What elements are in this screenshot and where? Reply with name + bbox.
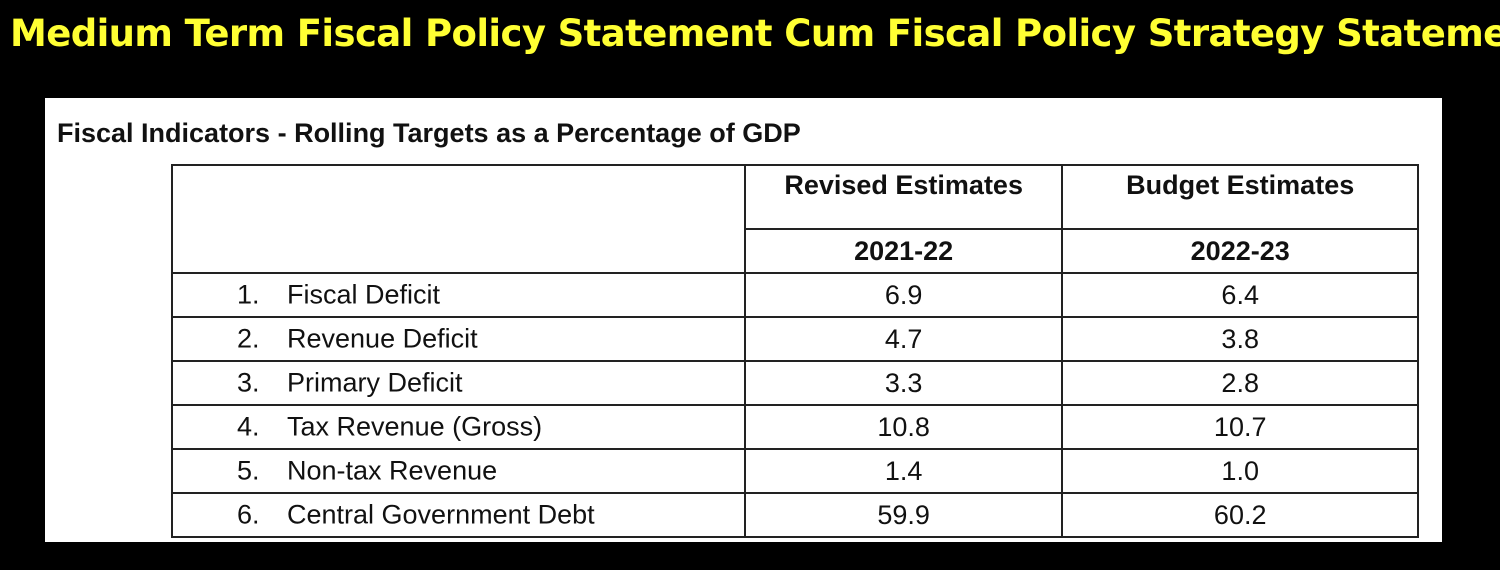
table-row: 3. Primary Deficit 3.3 2.8 xyxy=(171,360,1419,406)
row-label: Non-tax Revenue xyxy=(287,455,498,486)
table-row: 4. Tax Revenue (Gross) 10.8 10.7 xyxy=(171,404,1419,450)
budget-estimate-value: 10.7 xyxy=(1061,404,1419,450)
row-number: 1. xyxy=(237,279,260,310)
table-row: 1. Fiscal Deficit 6.9 6.4 xyxy=(171,272,1419,318)
table-panel: Fiscal Indicators - Rolling Targets as a… xyxy=(45,98,1442,542)
row-number: 4. xyxy=(237,411,260,442)
revised-estimate-value: 10.8 xyxy=(743,404,1064,450)
revised-estimate-value: 59.9 xyxy=(743,492,1064,538)
row-label: Primary Deficit xyxy=(287,367,463,398)
row-number: 3. xyxy=(237,367,260,398)
table-row: 5. Non-tax Revenue 1.4 1.0 xyxy=(171,448,1419,494)
empty-header-cell xyxy=(171,164,746,274)
row-label-cell: 5. Non-tax Revenue xyxy=(171,448,746,494)
row-label: Revenue Deficit xyxy=(287,323,478,354)
row-label-cell: 3. Primary Deficit xyxy=(171,360,746,406)
year-row: 2021-22 2022-23 xyxy=(172,228,1419,274)
column-year-revised: 2021-22 xyxy=(743,228,1064,274)
column-header-revised: Revised Estimates xyxy=(743,164,1064,230)
budget-estimate-value: 60.2 xyxy=(1061,492,1419,538)
row-label-cell: 1. Fiscal Deficit xyxy=(171,272,746,318)
slide-title: Medium Term Fiscal Policy Statement Cum … xyxy=(10,12,1500,55)
column-year-budget: 2022-23 xyxy=(1061,228,1419,274)
row-number: 5. xyxy=(237,455,260,486)
row-number: 2. xyxy=(237,323,260,354)
revised-estimate-value: 1.4 xyxy=(743,448,1064,494)
row-label: Tax Revenue (Gross) xyxy=(287,411,543,442)
fiscal-indicators-table: Revised Estimates Budget Estimates 2021-… xyxy=(171,164,1419,538)
row-label-cell: 2. Revenue Deficit xyxy=(171,316,746,362)
revised-estimate-value: 6.9 xyxy=(743,272,1064,318)
budget-estimate-value: 3.8 xyxy=(1061,316,1419,362)
revised-estimate-value: 4.7 xyxy=(743,316,1064,362)
row-label-cell: 4. Tax Revenue (Gross) xyxy=(171,404,746,450)
table-heading: Fiscal Indicators - Rolling Targets as a… xyxy=(57,118,801,148)
table-row: 2. Revenue Deficit 4.7 3.8 xyxy=(171,316,1419,362)
budget-estimate-value: 6.4 xyxy=(1061,272,1419,318)
budget-estimate-value: 2.8 xyxy=(1061,360,1419,406)
row-label-cell: 6. Central Government Debt xyxy=(171,492,746,538)
header-row: Revised Estimates Budget Estimates xyxy=(171,164,1419,274)
row-label: Central Government Debt xyxy=(287,499,595,530)
table-row: 6. Central Government Debt 59.9 60.2 xyxy=(171,492,1419,538)
column-header-budget: Budget Estimates xyxy=(1061,164,1419,230)
budget-estimate-value: 1.0 xyxy=(1061,448,1419,494)
revised-estimate-value: 3.3 xyxy=(743,360,1064,406)
row-label: Fiscal Deficit xyxy=(287,279,441,310)
row-number: 6. xyxy=(237,499,260,530)
